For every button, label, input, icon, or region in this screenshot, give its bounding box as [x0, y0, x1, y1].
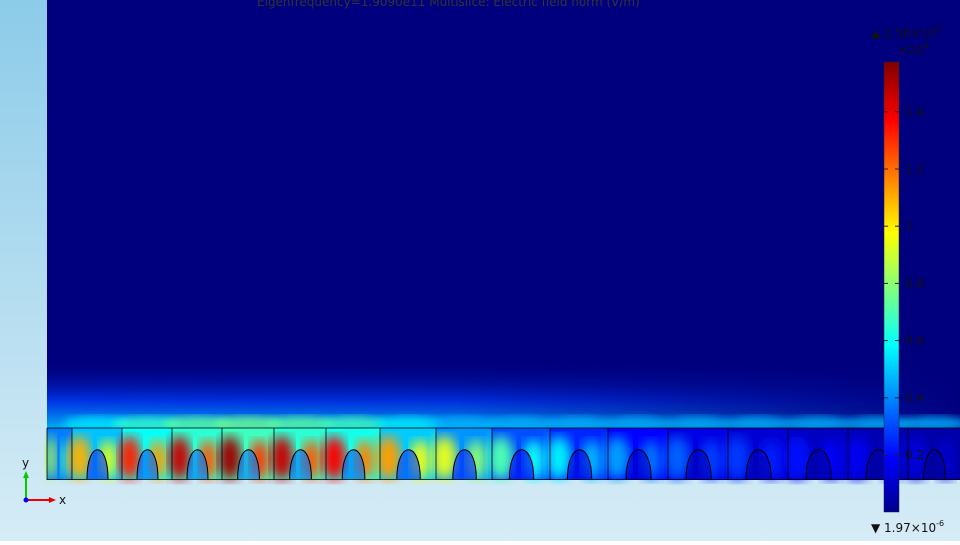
axis-triad: x y [22, 456, 66, 507]
cell-arc [805, 449, 832, 480]
colorbar-tick-label: 0.6 [905, 334, 924, 348]
colorbar-tick-label: 0.2 [905, 448, 924, 462]
field-spot [218, 436, 242, 480]
field-spot [603, 436, 631, 480]
field-spot [322, 436, 346, 480]
y-axis-label: y [22, 456, 29, 470]
cell-arc [289, 449, 312, 480]
colorbar-tick-label: 1 [905, 219, 913, 233]
colorbar-tick-label: 0.4 [905, 391, 924, 405]
cell-arc [508, 449, 535, 480]
cell-arc [625, 449, 652, 480]
cell [603, 428, 668, 480]
cell [545, 428, 608, 480]
colorbar [883, 61, 900, 513]
colorbar-tick-label: 1.4 [905, 105, 924, 119]
field-spot [663, 436, 691, 480]
cell-arc [86, 449, 109, 480]
cell [723, 428, 788, 480]
cell [783, 428, 848, 480]
field-spot [45, 436, 57, 480]
cell-arc [136, 449, 159, 480]
cell-arc [566, 449, 593, 480]
field-spot [783, 436, 811, 480]
field-spot [545, 436, 572, 480]
cell [432, 428, 492, 480]
field-spot [843, 436, 871, 480]
cell [168, 428, 222, 480]
cell [218, 428, 274, 480]
cell [270, 428, 326, 480]
cell-arc [341, 449, 366, 480]
plot-title: Eigenfrequency=1.9090e11 Multislice: Ele… [257, 0, 640, 9]
cell [663, 428, 728, 480]
colorbar-tick-label: 1.2 [905, 162, 924, 176]
cell-arc [452, 449, 477, 480]
field-spot [118, 436, 141, 480]
colorbar-max: ▲ 1.56×108 [871, 24, 941, 40]
cell [487, 428, 550, 480]
field-spot [904, 436, 928, 480]
cells [45, 416, 960, 480]
cell [904, 428, 960, 480]
field-spot [723, 436, 751, 480]
cell-arc [745, 449, 772, 480]
cell-arc [923, 449, 946, 480]
field-spot [487, 436, 514, 480]
field-spot [270, 436, 294, 480]
cell-arc [685, 449, 712, 480]
cell-arc [396, 449, 421, 480]
cell [45, 428, 72, 480]
cell [68, 428, 122, 480]
field-spot [60, 440, 70, 480]
cell [118, 428, 172, 480]
field-spot [68, 436, 91, 480]
colorbar-scale: ×108 [898, 41, 928, 57]
field-spot [432, 436, 457, 480]
field-spot [168, 436, 191, 480]
x-axis-label: x [59, 493, 66, 507]
colorbar-min: ▼ 1.97×10-6 [871, 519, 944, 535]
cell-arc [237, 449, 260, 480]
colorbar-tick-label: 0.8 [905, 276, 924, 290]
cell [322, 428, 380, 480]
cell [376, 428, 436, 480]
cell-arc [186, 449, 209, 480]
field-spot [376, 436, 401, 480]
